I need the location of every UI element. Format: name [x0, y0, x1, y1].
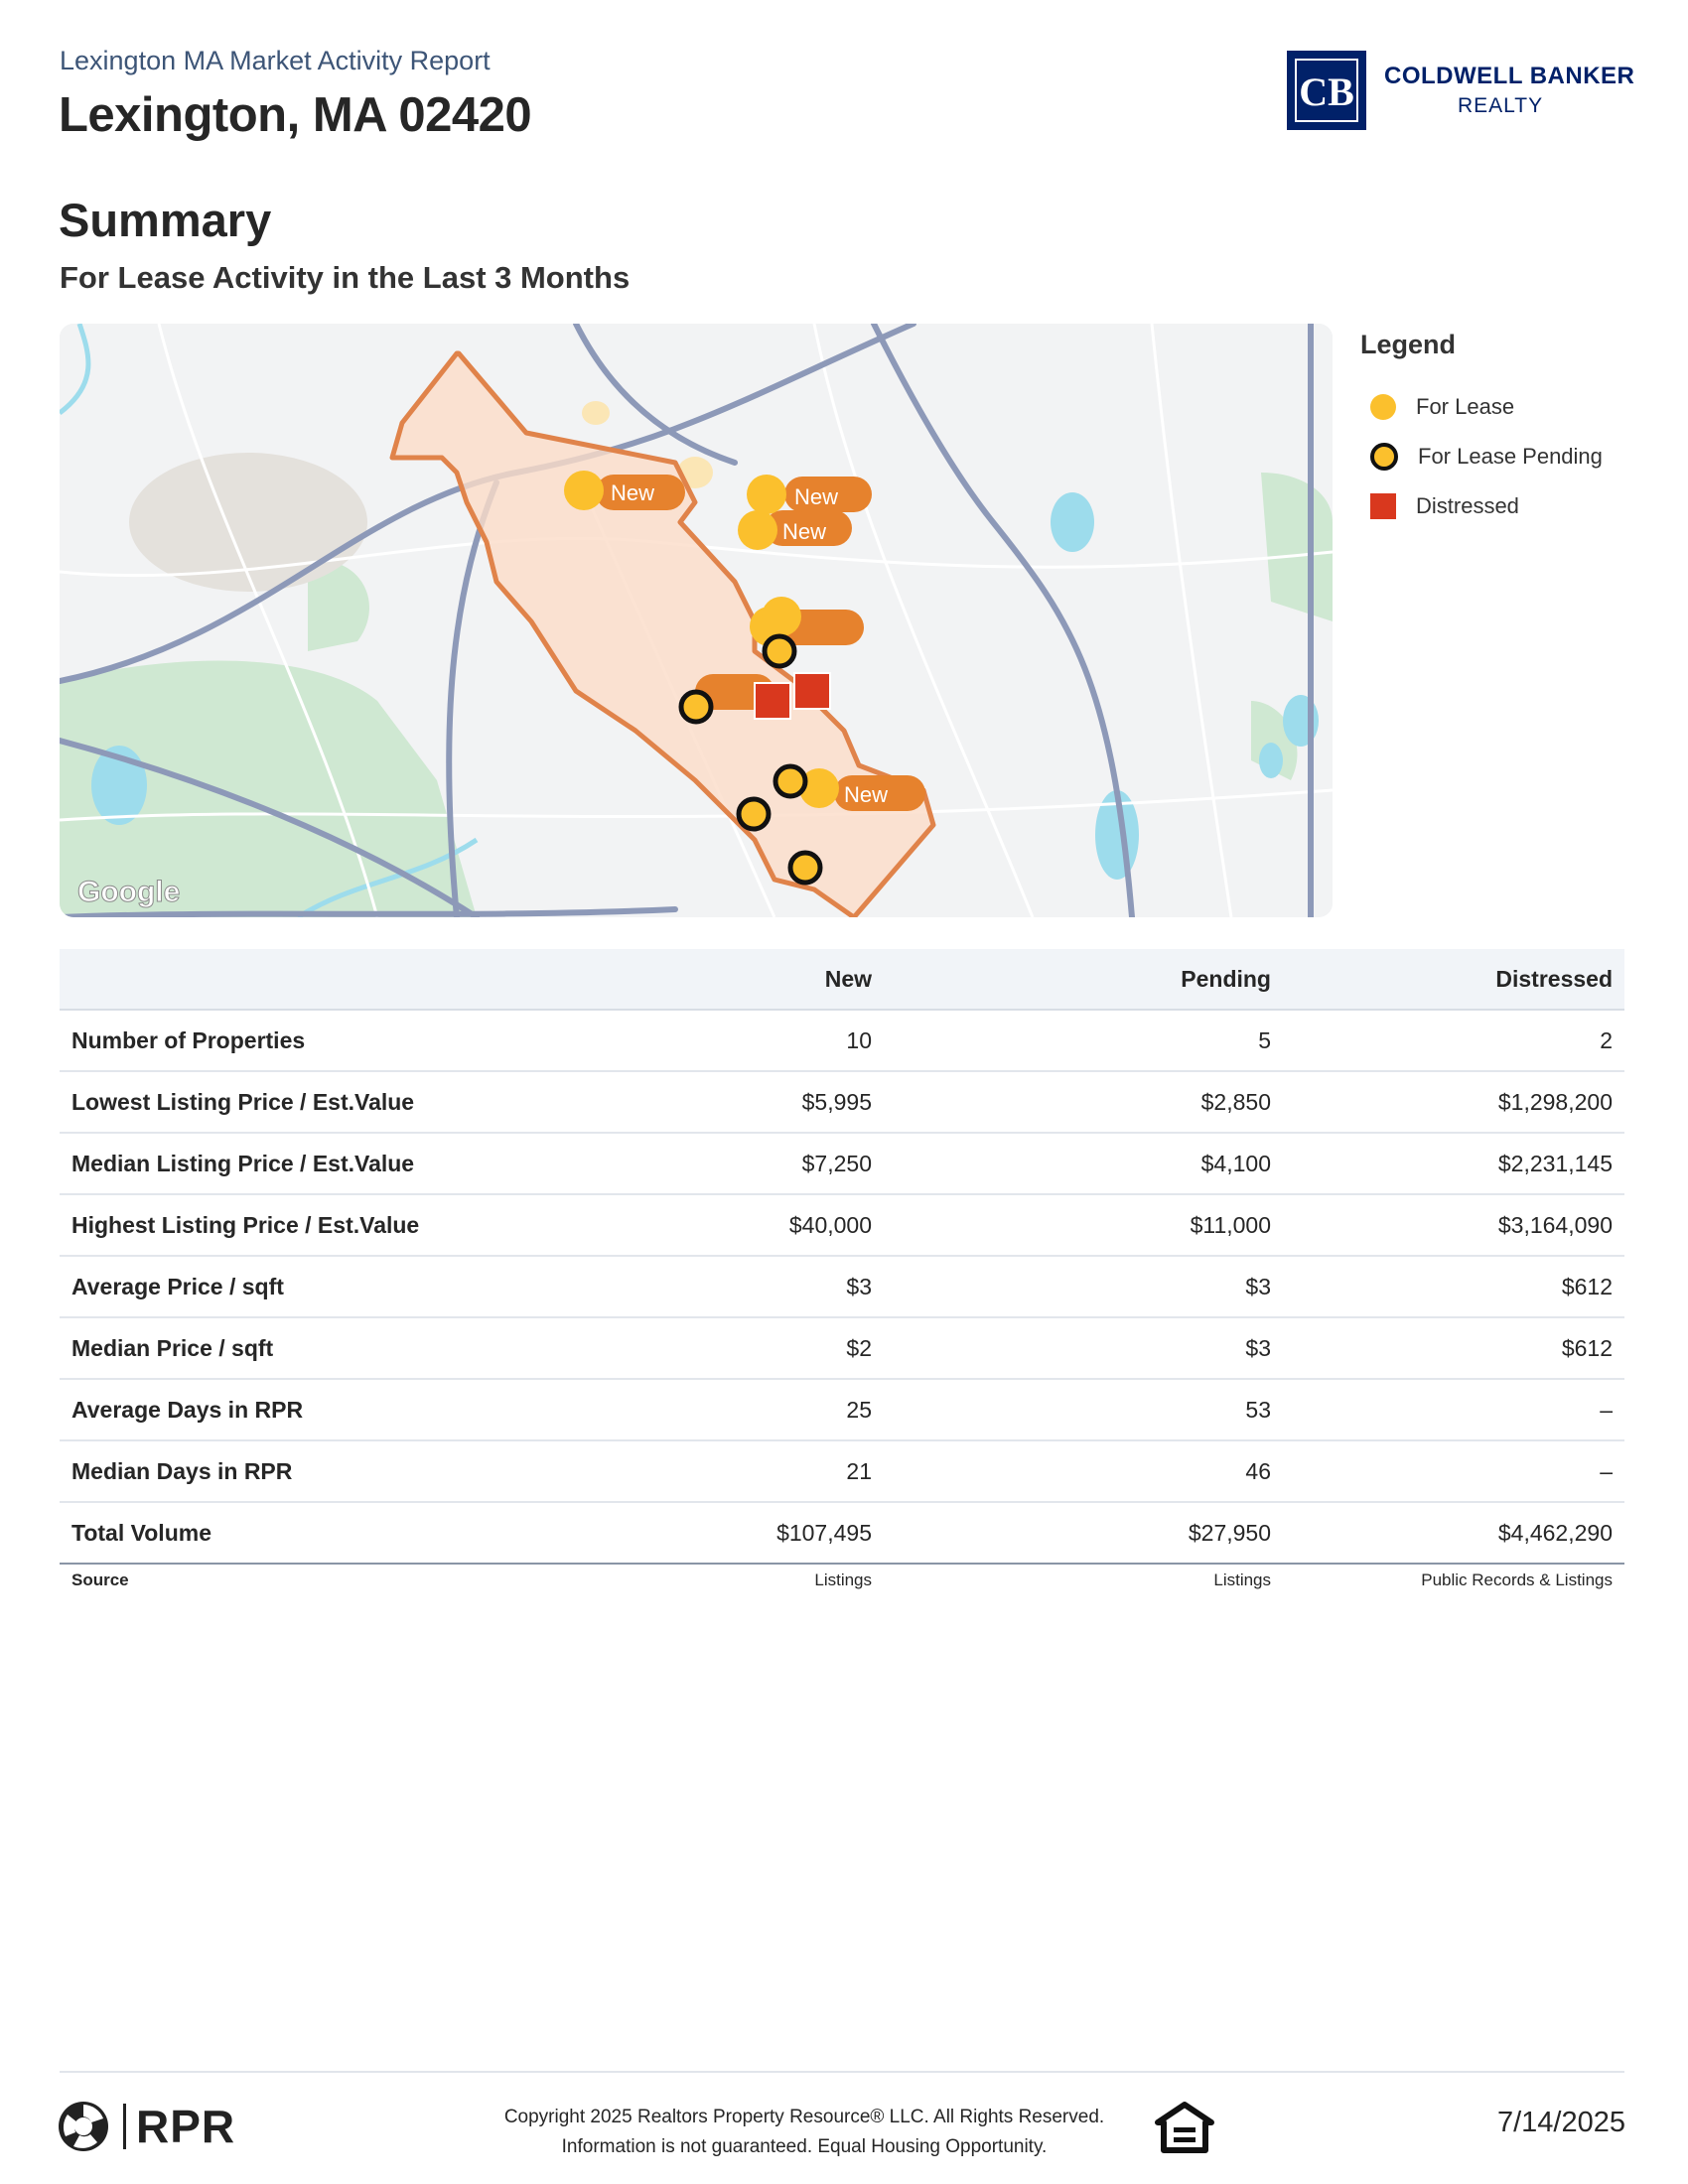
source-label: Source: [71, 1570, 129, 1589]
activity-map[interactable]: New New New New Google: [60, 324, 1333, 917]
cell-distressed: $2,231,145: [1283, 1133, 1624, 1195]
cell-new: $3: [510, 1256, 884, 1318]
legend-item-for-lease: For Lease: [1370, 389, 1514, 425]
row-label: Lowest Listing Price / Est.Value: [60, 1071, 510, 1134]
cell-distressed: –: [1283, 1440, 1624, 1503]
cell-pending: $3: [884, 1317, 1283, 1380]
source-new: Listings: [814, 1570, 872, 1589]
row-label: Total Volume: [60, 1502, 510, 1565]
equal-housing-icon: [1155, 2102, 1214, 2153]
legend-title: Legend: [1360, 330, 1457, 359]
cell-pending: 5: [884, 1010, 1283, 1072]
red-square-icon: [1370, 493, 1396, 519]
legend-item-distressed: Distressed: [1370, 488, 1519, 524]
cell-pending: 46: [884, 1440, 1283, 1503]
table-header-row: New Pending Distressed: [60, 949, 1624, 1011]
marker-tag-text: New: [611, 480, 654, 505]
table-row: Average Days in RPR 25 53 –: [60, 1379, 1624, 1441]
cell-pending: $4,100: [884, 1133, 1283, 1195]
cell-pending: $11,000: [884, 1194, 1283, 1257]
map-canvas: New New New New Google: [60, 324, 1333, 917]
source-distressed: Public Records & Listings: [1421, 1570, 1613, 1589]
row-label: Number of Properties: [60, 1010, 510, 1072]
column-header-new: New: [510, 949, 884, 1011]
page-title: Lexington, MA 02420: [59, 88, 532, 142]
map-attribution: Google: [77, 876, 180, 908]
cell-new: 21: [510, 1440, 884, 1503]
cb-monogram-text: CB: [1295, 59, 1358, 122]
coldwell-banker-logo: CB COLDWELL BANKER REALTY: [1287, 51, 1664, 136]
svg-text:New: New: [844, 782, 888, 807]
rpr-wordmark: RPR: [136, 2101, 236, 2152]
row-label: Average Price / sqft: [60, 1256, 510, 1318]
svg-text:New: New: [782, 519, 826, 544]
cell-new: 25: [510, 1379, 884, 1441]
table-row: Median Listing Price / Est.Value $7,250 …: [60, 1133, 1624, 1195]
table-row: Lowest Listing Price / Est.Value $5,995 …: [60, 1071, 1624, 1134]
cell-new: $7,250: [510, 1133, 884, 1195]
legend-label: For Lease: [1416, 394, 1515, 419]
table-header-blank: [60, 949, 510, 1011]
cell-distressed: $4,462,290: [1283, 1502, 1624, 1565]
cell-pending: $2,850: [884, 1071, 1283, 1134]
brand-subname: REALTY: [1458, 94, 1544, 117]
section-title: Summary: [59, 194, 272, 246]
table-row: Median Days in RPR 21 46 –: [60, 1440, 1624, 1503]
report-date: 7/14/2025: [1496, 2107, 1625, 2138]
cell-distressed: 2: [1283, 1010, 1624, 1072]
copyright-line-1: Copyright 2025 Realtors Property Resourc…: [503, 2107, 1105, 2127]
footer-divider: [60, 2071, 1624, 2073]
table-row: Total Volume $107,495 $27,950 $4,462,290: [60, 1502, 1624, 1565]
copyright-text: Copyright 2025 Realtors Property Resourc…: [467, 2103, 1142, 2162]
cell-distressed: –: [1283, 1379, 1624, 1441]
cell-new: $2: [510, 1317, 884, 1380]
summary-table: New Pending Distressed Number of Propert…: [60, 949, 1624, 1604]
rpr-separator: [123, 2104, 126, 2149]
source-pending: Listings: [1213, 1570, 1271, 1589]
cell-new: 10: [510, 1010, 884, 1072]
rpr-mark-icon: [59, 2102, 108, 2151]
row-label: Median Price / sqft: [60, 1317, 510, 1380]
section-subtitle: For Lease Activity in the Last 3 Months: [60, 260, 631, 295]
cell-pending: 53: [884, 1379, 1283, 1441]
row-label: Median Listing Price / Est.Value: [60, 1133, 510, 1195]
row-label: Highest Listing Price / Est.Value: [60, 1194, 510, 1257]
cell-new: $40,000: [510, 1194, 884, 1257]
column-header-distressed: Distressed: [1283, 949, 1624, 1011]
table-row: Median Price / sqft $2 $3 $612: [60, 1317, 1624, 1380]
yellow-circle-icon: [1370, 394, 1396, 420]
cell-new: $107,495: [510, 1502, 884, 1565]
legend-item-for-lease-pending: For Lease Pending: [1370, 439, 1603, 475]
column-header-pending: Pending: [884, 949, 1283, 1011]
cell-pending: $3: [884, 1256, 1283, 1318]
table-row: Number of Properties 10 5 2: [60, 1010, 1624, 1072]
report-label: Lexington MA Market Activity Report: [60, 46, 491, 75]
cell-new: $5,995: [510, 1071, 884, 1134]
legend-label: Distressed: [1416, 493, 1519, 518]
copyright-line-2: Information is not guaranteed. Equal Hou…: [561, 2136, 1048, 2157]
cell-distressed: $612: [1283, 1256, 1624, 1318]
brand-name: COLDWELL BANKER: [1384, 63, 1635, 89]
row-label: Median Days in RPR: [60, 1440, 510, 1503]
cell-pending: $27,950: [884, 1502, 1283, 1565]
source-row: Source Listings Listings Public Records …: [60, 1564, 1624, 1604]
cell-distressed: $612: [1283, 1317, 1624, 1380]
cb-monogram-icon: CB: [1287, 51, 1366, 130]
legend-label: For Lease Pending: [1418, 444, 1603, 469]
cell-distressed: $3,164,090: [1283, 1194, 1624, 1257]
row-label: Average Days in RPR: [60, 1379, 510, 1441]
map-markers: New New New New: [564, 471, 925, 811]
svg-text:New: New: [794, 484, 838, 509]
table-row: Average Price / sqft $3 $3 $612: [60, 1256, 1624, 1318]
cell-distressed: $1,298,200: [1283, 1071, 1624, 1134]
outlined-yellow-circle-icon: [1370, 443, 1398, 471]
rpr-logo: RPR: [58, 2100, 235, 2153]
table-row: Highest Listing Price / Est.Value $40,00…: [60, 1194, 1624, 1257]
